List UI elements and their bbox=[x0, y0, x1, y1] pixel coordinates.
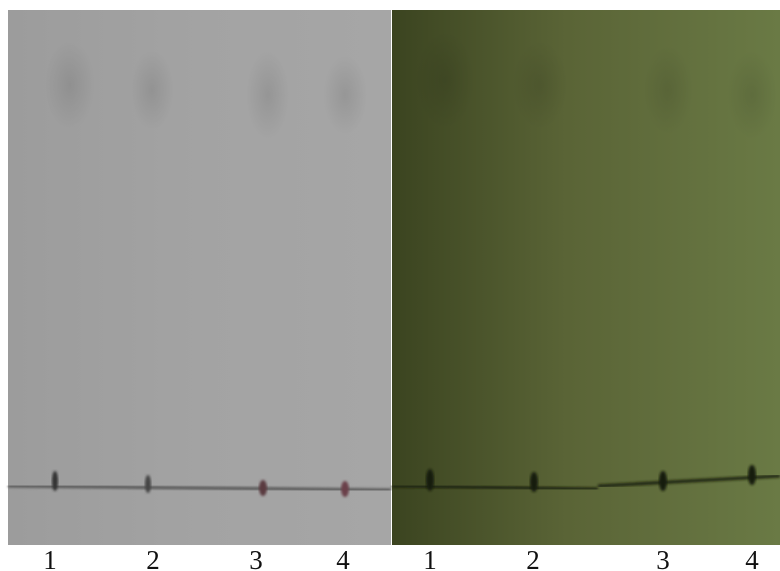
lane-label: 3 bbox=[249, 545, 263, 571]
lane-label: 4 bbox=[745, 545, 759, 571]
lane-label: 3 bbox=[656, 545, 670, 571]
lane-label: 2 bbox=[526, 545, 540, 571]
lane-label: 1 bbox=[423, 545, 437, 571]
lane-labels: 1 2 3 4 1 2 3 4 bbox=[43, 545, 759, 571]
left-plate bbox=[7, 10, 392, 545]
lane-label: 4 bbox=[336, 545, 350, 571]
lane-label: 1 bbox=[43, 545, 57, 571]
right-plate bbox=[391, 10, 780, 545]
lane-label: 2 bbox=[146, 545, 160, 571]
